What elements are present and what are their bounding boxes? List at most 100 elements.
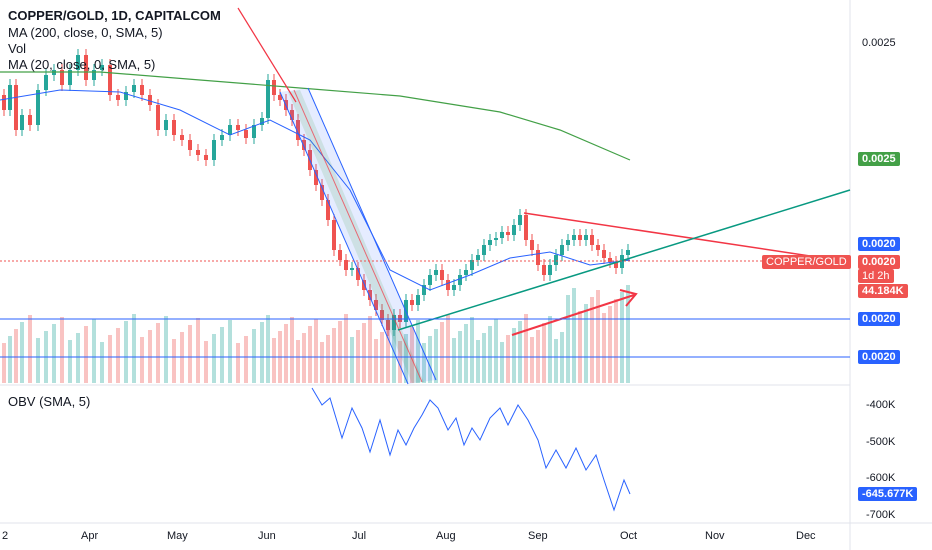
volume-bar — [28, 315, 32, 383]
candle-body — [180, 135, 184, 140]
volume-bar — [434, 329, 438, 383]
legend-ma20[interactable]: MA (20, close, 0, SMA, 5) — [8, 57, 156, 72]
volume-bar — [608, 306, 612, 383]
triangle-upper-line — [523, 212, 851, 263]
volume-bar — [506, 335, 510, 383]
volume-bar — [350, 337, 354, 383]
volume-bar — [620, 292, 624, 383]
candle-body — [554, 255, 558, 265]
legend-ma200[interactable]: MA (200, close, 0, SMA, 5) — [8, 25, 163, 40]
volume-bar — [542, 323, 546, 383]
candle-body — [20, 115, 24, 130]
candle-body — [440, 270, 444, 280]
chart-title[interactable]: COPPER/GOLD, 1D, CAPITALCOM — [8, 8, 221, 23]
hline-2-tag: 0.0020 — [858, 350, 900, 364]
candle-body — [296, 120, 300, 140]
volume-bar — [196, 318, 200, 383]
candle-body — [290, 110, 294, 120]
volume-bar — [602, 313, 606, 383]
volume-bar — [482, 333, 486, 383]
hline-1-tag: 0.0020 — [858, 312, 900, 326]
candle-body — [362, 280, 366, 290]
candle-body — [92, 70, 96, 80]
candle-body — [434, 270, 438, 275]
ma20-line — [0, 89, 631, 291]
obv-tick: -700K — [866, 509, 896, 521]
candle-body — [266, 80, 270, 118]
candle-body — [458, 275, 462, 285]
volume-bar — [428, 336, 432, 383]
volume-bar — [244, 336, 248, 383]
time-label: Sep — [528, 530, 548, 542]
volume-bar — [60, 317, 64, 383]
candle-body — [172, 120, 176, 135]
volume-bar — [52, 324, 56, 383]
channel-lower-edge — [279, 91, 409, 385]
candle-body — [124, 92, 128, 100]
volume-bar — [398, 341, 402, 383]
volume-bar — [228, 320, 232, 383]
time-label: Apr — [81, 530, 99, 542]
candle-body — [446, 280, 450, 290]
candle-body — [314, 170, 318, 185]
volume-bar — [132, 314, 136, 383]
legend-obv[interactable]: OBV (SMA, 5) — [8, 394, 91, 409]
volume-bar — [272, 338, 276, 383]
volume-bar — [494, 319, 498, 383]
candle-body — [212, 140, 216, 160]
volume-bar — [204, 341, 208, 383]
candle-body — [470, 260, 474, 270]
candle-body — [614, 262, 618, 268]
candle-body — [350, 268, 354, 270]
volume-bar — [116, 328, 120, 383]
candle-body — [578, 235, 582, 240]
obv-tick: -500K — [866, 436, 896, 448]
volume-bar — [512, 328, 516, 383]
candle-body — [100, 65, 104, 70]
candle-body — [488, 240, 492, 245]
volume-bar — [260, 322, 264, 383]
volume-bar — [314, 319, 318, 383]
candle-body — [302, 140, 306, 150]
volume-bar — [578, 311, 582, 383]
candle-body — [8, 85, 12, 110]
channel-midline — [293, 89, 423, 383]
volume-bar — [156, 323, 160, 383]
time-label: Jul — [352, 530, 367, 542]
countdown-tag: 1d 2h — [858, 269, 894, 283]
time-label: Dec — [796, 530, 816, 542]
candle-body — [386, 320, 390, 330]
candle-body — [590, 235, 594, 245]
candle-body — [416, 295, 420, 305]
candle-body — [548, 265, 552, 275]
volume-bar — [368, 316, 372, 383]
ma20-price-tag: 0.0020 — [858, 237, 900, 251]
candle-body — [320, 185, 324, 200]
candle-body — [374, 300, 378, 310]
price-axis-top-label: 0.0025 — [862, 37, 896, 49]
candle-body — [272, 80, 276, 95]
time-label: May — [167, 530, 188, 542]
candle-body — [512, 225, 516, 235]
candle-body — [500, 232, 504, 238]
volume-bar — [76, 333, 80, 383]
volume-bar — [614, 299, 618, 383]
legend-vol[interactable]: Vol — [8, 41, 27, 56]
volume-bar — [164, 316, 168, 383]
volume-bar — [488, 326, 492, 383]
volume-bar — [8, 336, 12, 383]
time-label: Oct — [620, 530, 638, 542]
candle-body — [204, 155, 208, 160]
candle-body — [76, 55, 80, 70]
candle-body — [536, 250, 540, 265]
volume-bar — [440, 322, 444, 383]
obv-tick: -600K — [866, 472, 896, 484]
volume-bar — [386, 325, 390, 383]
volume-bar — [554, 339, 558, 383]
candle-body — [28, 115, 32, 125]
candle-body — [338, 250, 342, 260]
volume-bar — [404, 334, 408, 383]
candle-body — [530, 240, 534, 250]
time-label: Nov — [705, 530, 725, 542]
